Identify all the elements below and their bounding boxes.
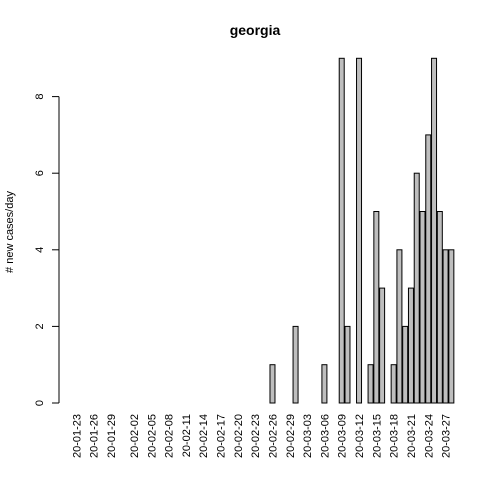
bar-20-03-10 [344, 325, 351, 404]
x-tick-label: 20-03-24 [423, 414, 435, 458]
y-axis: 0 2 4 6 8 [34, 94, 60, 406]
x-tick-label: 20-01-29 [106, 414, 118, 458]
x-tick-label: 20-02-23 [250, 414, 262, 458]
x-tick-label: 20-02-17 [216, 414, 228, 458]
bar-20-03-25 [431, 57, 438, 404]
bar-20-03-19 [396, 249, 403, 404]
x-tick-label: 20-03-27 [441, 414, 453, 458]
x-tick-label: 20-03-03 [302, 414, 314, 458]
bar-20-03-26 [436, 211, 443, 404]
x-axis-ticks: 20-01-23 20-01-26 20-01-29 20-02-02 20-02-05… [71, 414, 452, 458]
y-tick-label: 2 [34, 323, 46, 329]
x-tick-label: 20-03-12 [354, 414, 366, 458]
x-tick-label: 20-02-14 [198, 414, 210, 458]
bar-20-03-23 [419, 211, 426, 404]
bar-20-03-01 [292, 325, 299, 404]
y-tick-label: 4 [34, 247, 46, 253]
bar-20-03-14 [367, 364, 374, 404]
x-tick-label: 20-02-29 [285, 414, 297, 458]
y-axis-label: # new cases/day [4, 191, 16, 273]
bars [269, 57, 455, 404]
bar-20-03-22 [413, 172, 420, 404]
bar-20-03-24 [425, 134, 432, 404]
x-tick-label: 20-03-09 [337, 414, 349, 458]
y-tick-label: 6 [34, 170, 46, 176]
x-tick-label: 20-03-06 [319, 414, 331, 458]
x-tick-label: 20-02-11 [181, 414, 193, 457]
y-tick-label: 8 [34, 94, 46, 100]
x-tick-label: 20-02-02 [129, 414, 141, 458]
bar-20-03-16 [379, 287, 386, 404]
x-tick-label: 20-03-18 [389, 414, 401, 458]
y-tick-label: 0 [34, 400, 46, 406]
x-tick-label: 20-02-26 [267, 414, 279, 458]
bar-20-03-12 [356, 57, 363, 404]
bar-20-03-21 [407, 287, 414, 404]
x-tick-label: 20-02-05 [146, 414, 158, 458]
x-tick-label: 20-01-26 [89, 414, 101, 458]
x-tick-label: 20-03-21 [406, 414, 418, 458]
bar-20-02-26 [269, 364, 276, 404]
x-tick-label: 20-01-23 [71, 414, 83, 458]
bar-20-03-18 [390, 364, 397, 404]
bar-20-03-15 [373, 211, 380, 404]
x-tick-label: 20-03-15 [371, 414, 383, 458]
bar-20-03-09 [338, 57, 345, 404]
chart-title: georgia [230, 22, 281, 38]
x-tick-label: 20-02-08 [164, 414, 176, 458]
bar-20-03-28 [448, 249, 455, 404]
bar-20-03-27 [442, 249, 449, 404]
bar-20-03-20 [402, 325, 409, 404]
bar-20-03-06 [321, 364, 328, 404]
x-tick-label: 20-02-20 [233, 414, 245, 458]
